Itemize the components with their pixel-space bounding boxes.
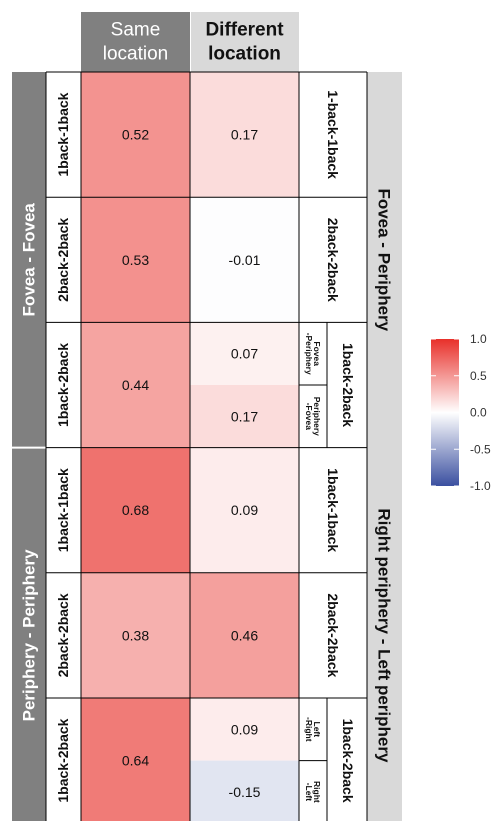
cell-value-different: 0.09 [231,502,258,518]
row-label: 2back-2back [55,218,71,302]
right-row-label-bg [299,447,367,573]
colorbar-tick-label: 1.0 [470,332,487,346]
heatmap-cell-same [81,572,190,698]
cell-value-different: -0.01 [229,252,261,268]
right-row-label: 1back-2back [340,719,356,803]
right-row-label: 1-back-1back [325,90,341,179]
heatmap-cell-different [190,698,299,761]
row-label: 1back-1back [55,92,71,176]
right-row-label-bg [299,572,367,698]
right-row-label-bg [299,197,367,323]
cell-value-different: 0.46 [231,627,258,643]
right-sub-label: Periphery-Fovea [304,397,322,436]
right-sub-label: Fovea-Periphery [304,333,322,375]
column-header-same: Same location [103,20,169,65]
colorbar-tick-label: -1.0 [470,479,491,493]
right-row-label-bg [299,72,367,198]
heatmap-cell-different [190,447,299,573]
heatmap-cell-different [190,197,299,323]
heatmap-cell-same [81,197,190,323]
right-sub-label: Right-Left [304,781,322,803]
cell-value-different: 0.17 [231,127,258,143]
heatmap-cell-different [190,572,299,698]
column-header-separator [190,12,191,72]
left-group-label: Fovea - Fovea [20,203,39,317]
right-group-label: Right periphery - Left periphery [375,508,394,763]
right-row-label-bg [299,698,367,821]
column-header-same-bg [81,12,190,72]
column-header-different: Different location [205,20,284,65]
row-label: 1back-1back [55,468,71,552]
heatmap-cell-same [81,698,190,821]
left-group-strip [12,72,46,821]
heatmap-cell-same [81,72,190,198]
right-row-label: 2back-2back [325,593,341,677]
cell-value-same: 0.53 [122,252,149,268]
cell-value-different: 0.07 [231,346,258,362]
cell-value-different: 0.17 [231,408,258,424]
colorbar: 1.0 0.5 0.0 -0.5 -1.0 [431,332,491,493]
cell-value-different: -0.15 [229,784,261,800]
heatmap-cell-different [190,760,299,821]
row-label: 1back-2back [55,343,71,427]
left-group-label: Periphery - Periphery [20,549,39,722]
cell-value-same: 0.64 [122,753,149,769]
row-label: 1back-2back [55,718,71,802]
colorbar-tick-label: 0.0 [470,406,487,420]
right-row-label: 1back-2back [340,343,356,427]
colorbar-tick-label: -0.5 [470,442,491,456]
heatmap-cell-different [190,385,299,448]
cell-value-same: 0.52 [122,127,149,143]
right-row-label: 2back-2back [325,218,341,302]
cell-value-same: 0.44 [122,377,149,393]
right-group-strip [367,72,402,821]
cell-value-same: 0.68 [122,502,149,518]
heatmap-cell-same [81,322,190,448]
column-header-different-bg [190,12,299,72]
row-label-column [46,72,81,821]
heatmap-cell-different [190,72,299,198]
colorbar-tick-label: 0.5 [470,369,487,383]
heatmap-cell-different [190,322,299,385]
cell-value-same: 0.38 [122,627,149,643]
right-row-label: 1back-1back [325,468,341,552]
heatmap-cell-same [81,447,190,573]
row-label: 2back-2back [55,593,71,677]
right-sub-label: Left-Right [304,717,322,742]
cell-value-different: 0.09 [231,721,258,737]
right-group-label: Fovea - Periphery [375,188,394,331]
